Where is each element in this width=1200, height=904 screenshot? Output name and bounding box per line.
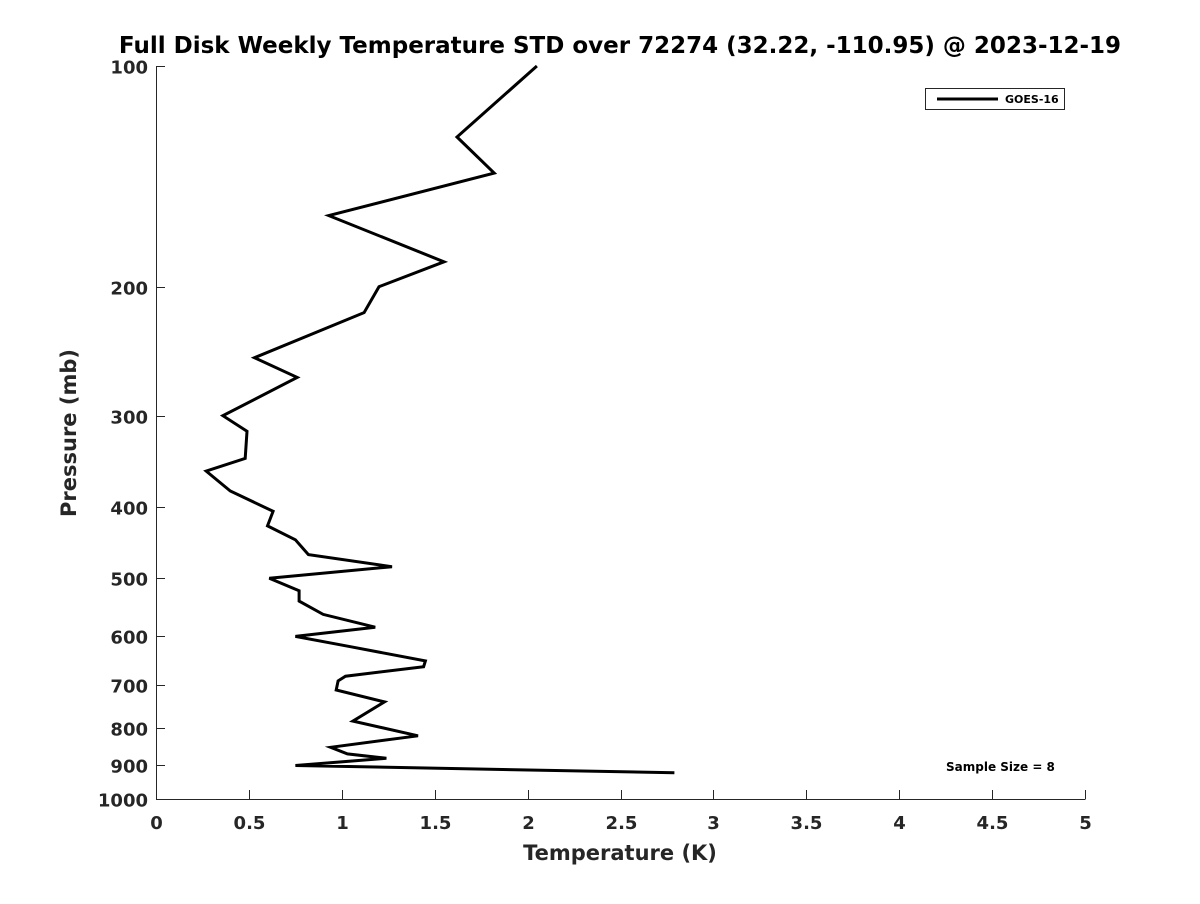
y-tick-label-900: 900 [110, 757, 148, 778]
x-ticks: 0 0.5 1 1.5 2 2.5 3 3.5 4 4.5 5 [150, 790, 1092, 834]
x-tick-label-0: 0 [150, 813, 163, 834]
series-layer [206, 66, 674, 773]
x-axis-label: Temperature (K) [523, 841, 717, 865]
y-tick-label-400: 400 [110, 499, 148, 520]
sample-size-annotation: Sample Size = 8 [946, 760, 1055, 774]
x-tick-label-2: 2 [522, 813, 535, 834]
x-tick-label-1-5: 1.5 [420, 813, 452, 834]
legend: GOES-16 [926, 89, 1065, 110]
y-tick-label-800: 800 [110, 720, 148, 741]
chart-title: Full Disk Weekly Temperature STD over 72… [119, 33, 1121, 59]
y-tick-label-100: 100 [110, 58, 148, 79]
y-tick-label-1000: 1000 [98, 791, 148, 812]
x-tick-label-1: 1 [336, 813, 349, 834]
x-tick-label-2-5: 2.5 [606, 813, 638, 834]
y-tick-label-200: 200 [110, 279, 148, 300]
plot-axes [156, 66, 1085, 800]
x-tick-label-3-5: 3.5 [791, 813, 823, 834]
x-tick-label-5: 5 [1079, 813, 1092, 834]
y-tick-label-700: 700 [110, 677, 148, 698]
y-ticks: 100 200 300 400 500 600 700 800 900 1000 [98, 58, 165, 812]
x-tick-label-4: 4 [893, 813, 906, 834]
legend-entry-goes-16: GOES-16 [1005, 93, 1059, 106]
x-tick-label-4-5: 4.5 [977, 813, 1009, 834]
x-tick-label-0-5: 0.5 [234, 813, 266, 834]
y-axis-label: Pressure (mb) [57, 349, 81, 517]
y-tick-label-300: 300 [110, 408, 148, 429]
y-tick-label-600: 600 [110, 628, 148, 649]
x-tick-label-3: 3 [707, 813, 720, 834]
series-line-goes-16 [206, 66, 674, 773]
y-tick-label-500: 500 [110, 570, 148, 591]
